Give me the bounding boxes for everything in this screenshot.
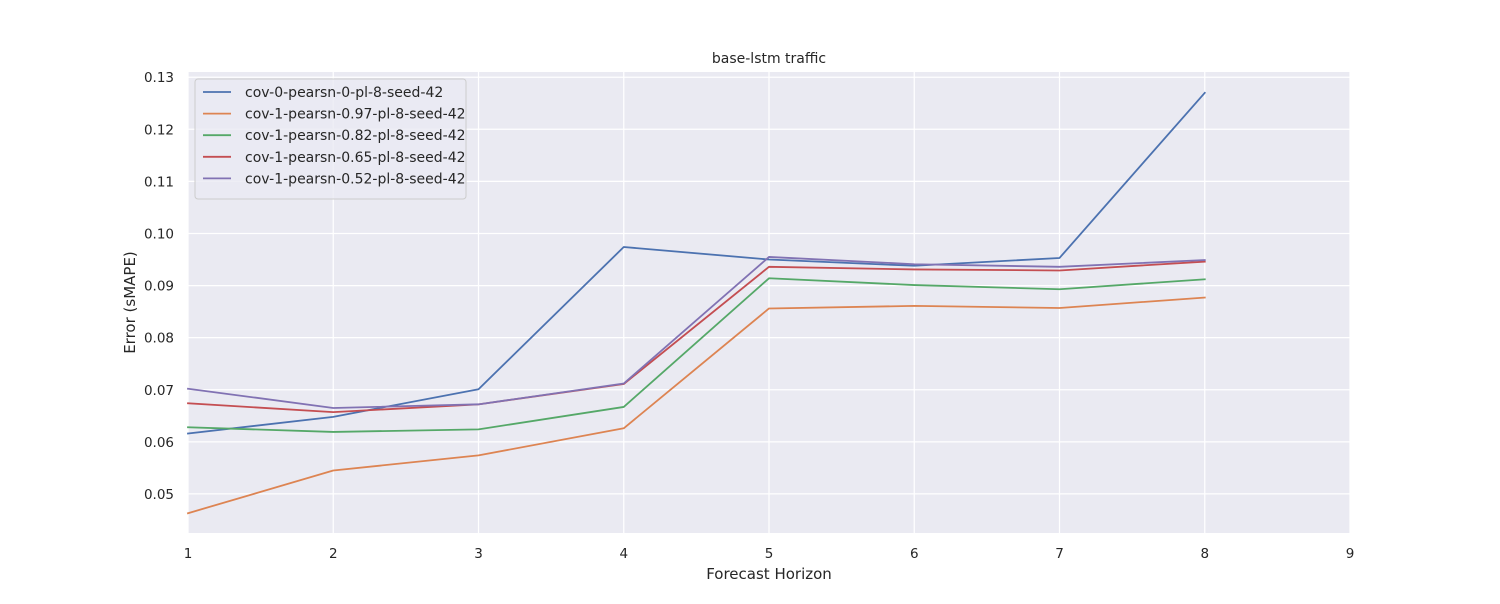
legend-label: cov-1-pearsn-0.52-pl-8-seed-42 bbox=[245, 171, 466, 187]
grid-lines bbox=[187, 72, 1351, 533]
x-tick-label: 6 bbox=[910, 546, 919, 562]
x-tick-label: 9 bbox=[1346, 546, 1355, 562]
series-line-4 bbox=[187, 260, 1206, 414]
x-axis-label: Forecast Horizon bbox=[706, 565, 832, 583]
y-axis-label: Error (sMAPE) bbox=[121, 251, 139, 354]
y-axis-ticks: 0.05 0.06 0.07 0.08 0.09 0.10 0.11 0.12 0.13 bbox=[144, 70, 174, 503]
series-line-1 bbox=[187, 91, 1207, 435]
x-tick-label: 3 bbox=[474, 546, 483, 562]
y-tick-label: 0.07 bbox=[144, 383, 174, 399]
y-tick-label: 0.13 bbox=[144, 70, 174, 86]
x-tick-label: 4 bbox=[619, 546, 628, 562]
y-tick-label: 0.12 bbox=[144, 122, 174, 138]
legend-label: cov-1-pearsn-0.82-pl-8-seed-42 bbox=[245, 128, 466, 144]
x-tick-label: 8 bbox=[1200, 546, 1209, 562]
x-tick-label: 5 bbox=[765, 546, 774, 562]
series-line-3 bbox=[187, 277, 1206, 433]
y-tick-label: 0.09 bbox=[144, 279, 174, 295]
series-line-5 bbox=[186, 256, 1206, 409]
chart-title: base-lstm traffic bbox=[712, 51, 826, 67]
y-tick-label: 0.05 bbox=[144, 487, 174, 503]
x-axis-ticks: 1 2 3 4 5 6 7 8 9 bbox=[184, 546, 1355, 562]
y-tick-label: 0.06 bbox=[144, 435, 174, 451]
legend-box bbox=[194, 78, 467, 200]
legend-label: cov-1-pearsn-0.65-pl-8-seed-42 bbox=[245, 150, 466, 166]
series-line-2 bbox=[186, 296, 1206, 515]
y-tick-label: 0.11 bbox=[144, 174, 174, 190]
legend-label: cov-0-pearsn-0-pl-8-seed-42 bbox=[245, 85, 443, 101]
y-tick-label: 0.10 bbox=[144, 226, 174, 242]
x-tick-label: 1 bbox=[184, 546, 193, 562]
series-lines bbox=[186, 91, 1207, 515]
legend-label: cov-1-pearsn-0.97-pl-8-seed-42 bbox=[245, 107, 466, 123]
legend: cov-0-pearsn-0-pl-8-seed-42 cov-1-pearsn-… bbox=[194, 78, 467, 200]
y-tick-label: 0.08 bbox=[144, 331, 174, 347]
x-tick-label: 2 bbox=[329, 546, 338, 562]
x-tick-label: 7 bbox=[1055, 546, 1064, 562]
